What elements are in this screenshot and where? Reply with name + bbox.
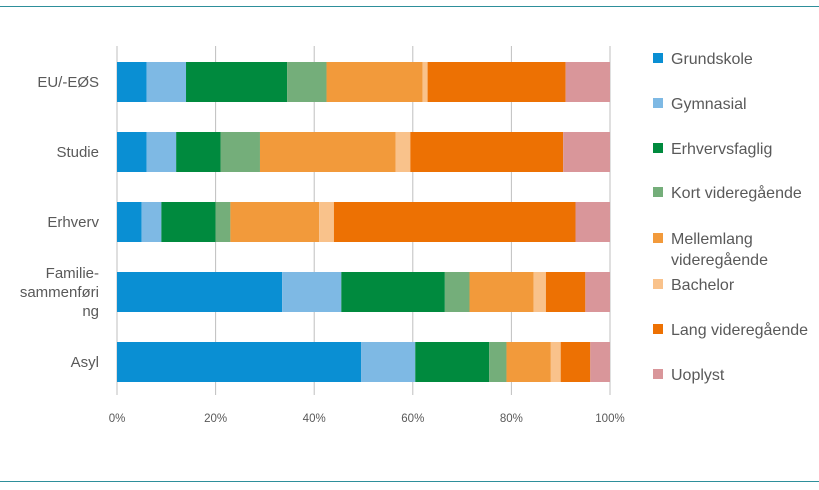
legend-item-erhvervsfaglig: Erhvervsfaglig — [653, 141, 772, 158]
bar-segment-lang-videregående — [333, 202, 576, 242]
bars — [117, 62, 610, 382]
bar-segment-erhvervsfaglig — [341, 272, 445, 312]
category-label-line: Studie — [56, 144, 99, 161]
bar-segment-kort-videregående — [215, 202, 231, 242]
legend-item-uoplyst: Uoplyst — [653, 367, 725, 384]
bar-segment-grundskole — [117, 132, 147, 172]
bar-segment-lang-videregående — [560, 342, 591, 382]
legend-swatch — [653, 369, 663, 379]
bar-segment-uoplyst — [585, 272, 610, 312]
category-label-familie: Familie-sammenføri ng — [20, 265, 99, 320]
bar-segment-mellemlang-videregående — [469, 272, 534, 312]
legend-item-mellemlang-videregående: Mellemlang videregående — [653, 231, 768, 269]
legend-swatch — [653, 279, 663, 289]
bar-segment-uoplyst — [575, 202, 610, 242]
legend-swatch — [653, 233, 663, 243]
bottom-border-line — [0, 481, 819, 482]
bar-segment-lang-videregående — [545, 272, 586, 312]
bar-segment-kort-videregående — [489, 342, 507, 382]
bar-segment-gymnasial — [146, 132, 177, 172]
bar-segment-grundskole — [117, 272, 283, 312]
legend-swatch — [653, 187, 663, 197]
x-tick-label: 60% — [401, 413, 424, 425]
bar-segment-bachelor — [319, 202, 334, 242]
bar-segment-lang-videregående — [410, 132, 564, 172]
bar-segment-gymnasial — [146, 62, 187, 102]
legend: Grundskole Gymnasial Erhvervsfaglig Kort vi… — [653, 51, 808, 384]
legend-swatch — [653, 324, 663, 334]
category-label-line: Erhverv — [47, 214, 99, 231]
bar-row-eu — [117, 62, 610, 102]
bar-segment-kort-videregående — [444, 272, 470, 312]
legend-item-gymnasial: Gymnasial — [653, 96, 747, 113]
legend-label: Lang videregående — [671, 321, 808, 339]
bar-segment-kort-videregående — [287, 62, 327, 102]
bar-segment-mellemlang-videregående — [326, 62, 423, 102]
category-label-line: Asyl — [71, 354, 99, 371]
legend-swatch — [653, 143, 663, 153]
bar-segment-mellemlang-videregående — [259, 132, 396, 172]
category-label-line: EU/-EØS — [37, 74, 99, 91]
bar-segment-erhvervsfaglig — [161, 202, 216, 242]
legend-label: Kort videregående — [671, 184, 802, 202]
x-tick-label: 80% — [500, 413, 523, 425]
x-tick-label: 0% — [109, 413, 126, 425]
category-labels: EU/-EØS Studie Erhverv Familie-sammenføri ng… — [20, 74, 100, 371]
category-label-studie: Studie — [56, 144, 99, 161]
bar-row-asyl — [117, 342, 610, 382]
legend-label: Uoplyst — [671, 367, 725, 384]
bar-segment-bachelor — [422, 62, 428, 102]
legend-item-lang-videregående: Lang videregående — [653, 321, 808, 339]
category-label-line: ng — [82, 303, 99, 320]
legend-swatch — [653, 53, 663, 63]
bar-segment-gymnasial — [361, 342, 416, 382]
bar-segment-grundskole — [117, 202, 142, 242]
bar-segment-mellemlang-videregående — [230, 202, 320, 242]
bar-segment-uoplyst — [565, 62, 610, 102]
bar-row-familie — [117, 272, 610, 312]
x-tick-labels: 0% 20% 40% 60% 80% 100% — [109, 413, 625, 425]
bar-segment-grundskole — [117, 62, 147, 102]
category-label-line: sammenføri — [20, 284, 99, 301]
legend-item-kort-videregående: Kort videregående — [653, 184, 802, 202]
bar-segment-bachelor — [533, 272, 546, 312]
bar-segment-uoplyst — [590, 342, 610, 382]
bar-segment-kort-videregående — [220, 132, 260, 172]
top-border-line — [0, 6, 819, 7]
bar-segment-gymnasial — [141, 202, 162, 242]
bar-segment-bachelor — [395, 132, 411, 172]
bar-segment-mellemlang-videregående — [506, 342, 551, 382]
category-label-asyl: Asyl — [71, 354, 99, 371]
category-label-line: Familie- — [46, 265, 99, 282]
bar-segment-bachelor — [550, 342, 561, 382]
bar-segment-erhvervsfaglig — [176, 132, 221, 172]
x-tick-label: 20% — [204, 413, 227, 425]
bar-segment-gymnasial — [282, 272, 342, 312]
legend-item-grundskole: Grundskole — [653, 51, 753, 68]
x-tick-label: 40% — [303, 413, 326, 425]
legend-label: Gymnasial — [671, 96, 747, 113]
legend-label: Mellemlang — [671, 231, 753, 248]
legend-swatch — [653, 98, 663, 108]
legend-label: Grundskole — [671, 51, 753, 68]
bar-segment-lang-videregående — [427, 62, 566, 102]
bar-segment-erhvervsfaglig — [415, 342, 490, 382]
bar-row-studie — [117, 132, 610, 172]
category-label-eu: EU/-EØS — [37, 74, 99, 91]
legend-item-bachelor: Bachelor — [653, 277, 735, 294]
bar-row-erhverv — [117, 202, 610, 242]
bar-segment-uoplyst — [563, 132, 610, 172]
category-label-erhverv: Erhverv — [47, 214, 99, 231]
bar-segment-erhvervsfaglig — [186, 62, 288, 102]
legend-label: videregående — [671, 251, 768, 269]
legend-label: Erhvervsfaglig — [671, 141, 772, 158]
legend-label: Bachelor — [671, 277, 735, 294]
bar-segment-grundskole — [117, 342, 362, 382]
x-tick-label: 100% — [595, 413, 624, 425]
